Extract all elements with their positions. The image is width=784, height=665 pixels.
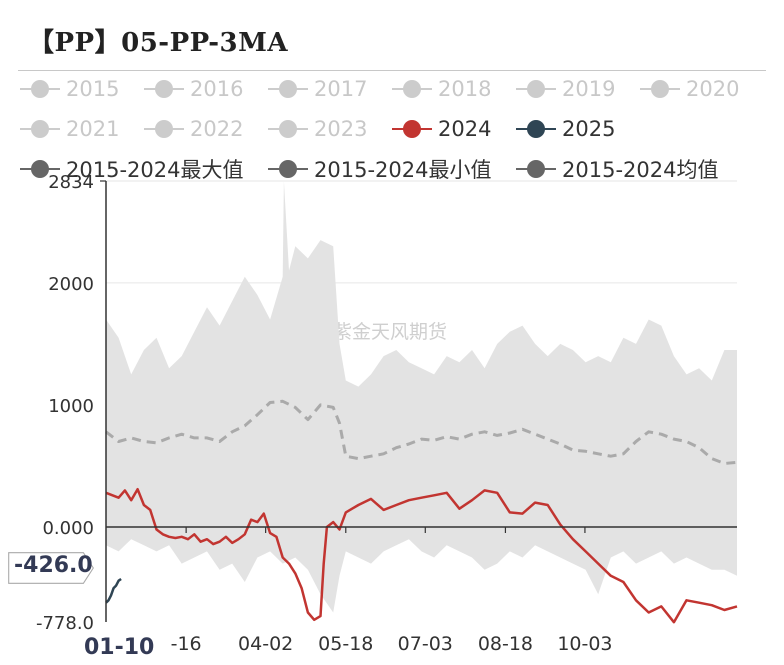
legend-marker-icon <box>144 116 184 142</box>
y-tick-label: 2834 <box>48 172 94 193</box>
legend-marker-icon <box>20 116 60 142</box>
legend-marker-icon <box>516 156 556 182</box>
legend-label: 2020 <box>686 77 740 101</box>
legend-label: 2015-2024最大值 <box>66 158 244 182</box>
legend-marker-icon <box>392 116 432 142</box>
legend-label: 2015 <box>66 77 120 101</box>
legend-marker-icon <box>516 76 556 102</box>
legend-item-2023[interactable]: 2023 <box>268 116 367 142</box>
legend-item-2022[interactable]: 2022 <box>144 116 243 142</box>
legend-label: 2017 <box>314 77 368 101</box>
legend-label: 2018 <box>438 77 492 101</box>
legend-marker-icon <box>20 156 60 182</box>
legend-marker-icon <box>20 76 60 102</box>
y-tick-label: 0.000 <box>42 518 94 539</box>
x-tick-label: -16 <box>171 633 202 655</box>
legend-marker-icon <box>268 116 308 142</box>
series-2025-line <box>105 577 122 604</box>
legend-item-2021[interactable]: 2021 <box>20 116 119 142</box>
legend-label: 2016 <box>190 77 244 101</box>
legend-label: 2023 <box>314 117 368 141</box>
x-tick-label: 10-03 <box>557 633 612 655</box>
legend-marker-icon <box>268 76 308 102</box>
legend-item-2017[interactable]: 2017 <box>268 76 367 102</box>
y-tick-label: 2000 <box>48 274 94 295</box>
y-tick-label: -778.0 <box>36 613 94 634</box>
legend-item-2020[interactable]: 2020 <box>640 76 739 102</box>
watermark: 紫金天风期货 <box>333 321 447 343</box>
legend-item-2019[interactable]: 2019 <box>516 76 615 102</box>
range-band <box>106 181 737 613</box>
legend-marker-icon <box>640 76 680 102</box>
legend-item-2025[interactable]: 2025 <box>516 116 615 142</box>
legend-item-max[interactable]: 2015-2024最大值 <box>20 156 243 182</box>
legend: 2015 2016 2017 2018 2019 2020 2021 2022 … <box>0 0 784 200</box>
y-pointer-value: -426.0 <box>14 553 93 578</box>
legend-marker-icon <box>516 116 556 142</box>
legend-item-mean[interactable]: 2015-2024均值 <box>516 156 718 182</box>
legend-marker-icon <box>144 76 184 102</box>
y-pointer-tooltip <box>8 552 94 584</box>
x-tick-label: 07-03 <box>398 633 453 655</box>
legend-item-2024[interactable]: 2024 <box>392 116 491 142</box>
legend-item-2018[interactable]: 2018 <box>392 76 491 102</box>
x-tick-label: 05-18 <box>318 633 373 655</box>
x-tick-label: 04-02 <box>238 633 293 655</box>
series-mean-line <box>105 399 738 465</box>
legend-label: 2021 <box>66 117 120 141</box>
max-min-band-area <box>106 181 737 613</box>
axes <box>100 180 737 622</box>
legend-label: 2024 <box>438 117 492 141</box>
legend-label: 2015-2024最小值 <box>314 158 492 182</box>
legend-item-2015[interactable]: 2015 <box>20 76 119 102</box>
legend-item-min[interactable]: 2015-2024最小值 <box>268 156 491 182</box>
legend-item-2016[interactable]: 2016 <box>144 76 243 102</box>
legend-label: 2019 <box>562 77 616 101</box>
legend-label: 2025 <box>562 117 616 141</box>
y-axis-labels: 2834 2000 1000 0.000 -778.0 <box>36 172 94 634</box>
legend-label: 2022 <box>190 117 244 141</box>
x-pointer-label: 01-10 <box>84 635 154 660</box>
x-axis-labels: 01-10 -16 04-02 05-18 07-03 08-18 10-03 <box>84 633 613 660</box>
x-tick-label: 08-18 <box>478 633 533 655</box>
chart-title: 【PP】05-PP-3MA <box>28 28 289 58</box>
legend-marker-icon <box>392 76 432 102</box>
title-divider <box>18 70 766 71</box>
legend-marker-icon <box>268 156 308 182</box>
legend-label: 2015-2024均值 <box>562 158 719 182</box>
y-tick-label: 1000 <box>48 396 94 417</box>
